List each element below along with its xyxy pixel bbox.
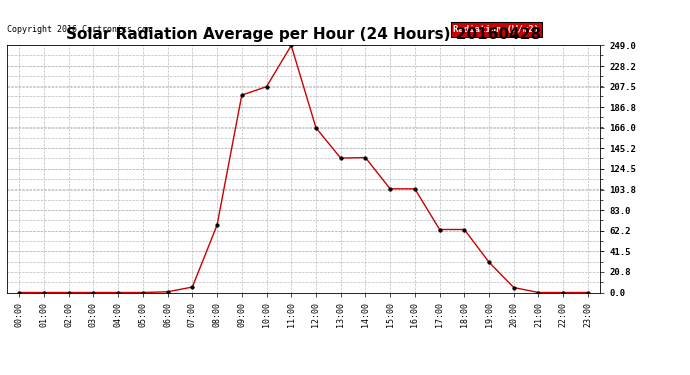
Title: Solar Radiation Average per Hour (24 Hours) 20160428: Solar Radiation Average per Hour (24 Hou… <box>66 27 541 42</box>
Text: Copyright 2016 Cartronics.com: Copyright 2016 Cartronics.com <box>7 25 152 34</box>
Text: Radiation (W/m2): Radiation (W/m2) <box>453 25 540 34</box>
